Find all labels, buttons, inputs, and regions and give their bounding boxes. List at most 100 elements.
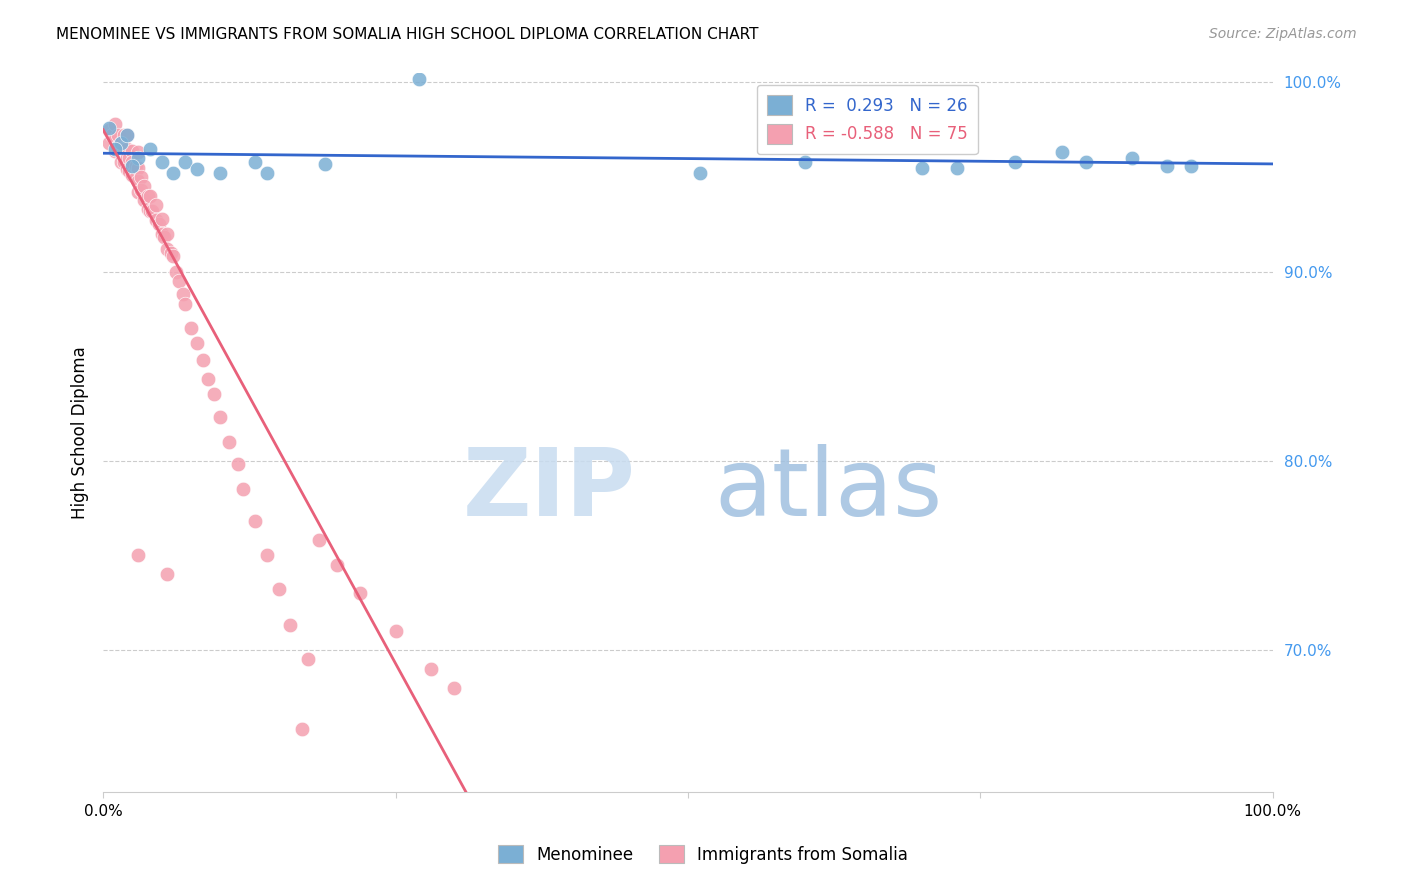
Point	[129, 169, 152, 184]
Point	[110, 136, 132, 150]
Point	[148, 217, 170, 231]
Point	[162, 166, 184, 180]
Point	[150, 211, 173, 226]
Text: ZIP: ZIP	[463, 443, 636, 536]
Point	[127, 174, 149, 188]
Point	[180, 321, 202, 335]
Point	[104, 142, 127, 156]
Point	[443, 681, 465, 695]
Point	[101, 128, 124, 143]
Point	[139, 142, 162, 156]
Point	[121, 144, 143, 158]
Point	[191, 353, 214, 368]
Point	[104, 117, 127, 131]
Point	[150, 154, 173, 169]
Point	[162, 249, 184, 263]
Point	[132, 193, 155, 207]
Point	[104, 144, 127, 158]
Point	[689, 166, 711, 180]
Point	[121, 168, 143, 182]
Point	[125, 159, 148, 173]
Point	[112, 154, 135, 169]
Point	[127, 145, 149, 160]
Point	[326, 558, 349, 572]
Point	[197, 372, 219, 386]
Text: Source: ZipAtlas.com: Source: ZipAtlas.com	[1209, 27, 1357, 41]
Point	[129, 183, 152, 197]
Point	[112, 142, 135, 156]
Point	[793, 154, 815, 169]
Point	[1074, 154, 1097, 169]
Point	[167, 274, 190, 288]
Point	[226, 458, 249, 472]
Point	[127, 185, 149, 199]
Point	[256, 166, 278, 180]
Point	[115, 128, 138, 143]
Point	[115, 151, 138, 165]
Point	[107, 128, 129, 143]
Point	[172, 287, 194, 301]
Point	[115, 142, 138, 156]
Point	[186, 162, 208, 177]
Point	[156, 242, 179, 256]
Point	[202, 387, 225, 401]
Text: MENOMINEE VS IMMIGRANTS FROM SOMALIA HIGH SCHOOL DIPLOMA CORRELATION CHART: MENOMINEE VS IMMIGRANTS FROM SOMALIA HIG…	[56, 27, 759, 42]
Point	[98, 136, 121, 150]
Point	[308, 533, 330, 547]
Point	[1156, 159, 1178, 173]
Point	[1180, 159, 1202, 173]
Point	[104, 132, 127, 146]
Point	[174, 296, 197, 310]
Point	[174, 154, 197, 169]
Point	[110, 145, 132, 160]
Point	[297, 652, 319, 666]
Point	[349, 586, 371, 600]
Legend: R =  0.293   N = 26, R = -0.588   N = 75: R = 0.293 N = 26, R = -0.588 N = 75	[756, 85, 977, 154]
Point	[115, 162, 138, 177]
Point	[1050, 145, 1073, 160]
Y-axis label: High School Diploma: High School Diploma	[72, 346, 89, 518]
Point	[98, 122, 121, 136]
Point	[278, 618, 301, 632]
Point	[256, 548, 278, 562]
Point	[115, 128, 138, 143]
Point	[156, 227, 179, 241]
Point	[141, 204, 163, 219]
Legend: Menominee, Immigrants from Somalia: Menominee, Immigrants from Somalia	[492, 838, 914, 871]
Point	[118, 151, 141, 165]
Point	[232, 482, 254, 496]
Point	[127, 161, 149, 175]
Point	[408, 71, 430, 86]
Point	[218, 434, 240, 449]
Point	[105, 139, 128, 153]
Point	[110, 136, 132, 150]
Point	[243, 514, 266, 528]
Point	[112, 128, 135, 143]
Point	[136, 202, 159, 216]
Point	[911, 161, 934, 175]
Point	[150, 227, 173, 241]
Point	[267, 582, 290, 597]
Point	[127, 548, 149, 562]
Point	[186, 336, 208, 351]
Point	[1004, 154, 1026, 169]
Point	[946, 161, 969, 175]
Point	[209, 410, 232, 425]
Point	[419, 662, 441, 676]
Point	[153, 230, 176, 244]
Point	[156, 567, 179, 582]
Point	[243, 154, 266, 169]
Point	[165, 264, 187, 278]
Point	[145, 198, 167, 212]
Point	[291, 722, 314, 736]
Point	[98, 120, 121, 135]
Point	[110, 154, 132, 169]
Point	[121, 159, 143, 173]
Point	[132, 179, 155, 194]
Point	[160, 245, 183, 260]
Point	[118, 164, 141, 178]
Point	[209, 166, 232, 180]
Point	[127, 151, 149, 165]
Point	[1121, 151, 1143, 165]
Point	[139, 189, 162, 203]
